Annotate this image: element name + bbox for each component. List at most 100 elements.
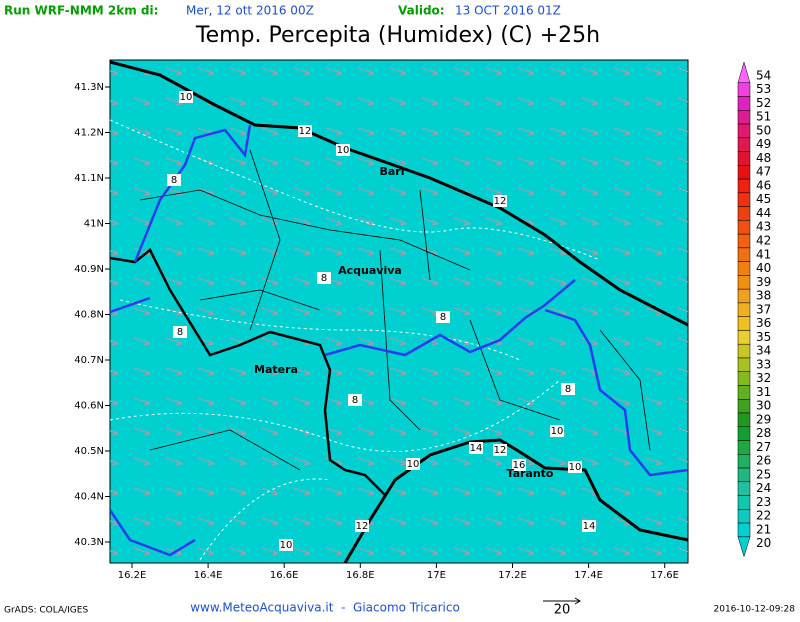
colorbar-label: 43 bbox=[756, 220, 771, 234]
software-credit: GrADS: COLA/IGES bbox=[4, 606, 88, 616]
colorbar-label: 23 bbox=[756, 495, 771, 509]
contour-label-bg bbox=[317, 272, 331, 284]
colorbar-swatch bbox=[737, 275, 751, 290]
y-tick-label: 40.9N bbox=[74, 264, 104, 275]
colorbar-swatch bbox=[737, 440, 751, 455]
title: Temp. Percepita (Humidex) (C) +25h bbox=[195, 23, 600, 48]
contour-label-bg bbox=[512, 459, 526, 471]
contour-label: 10 bbox=[180, 92, 193, 103]
contour-label-bg bbox=[568, 461, 582, 473]
x-tick-label: 16.4E bbox=[194, 570, 223, 581]
colorbar-swatch bbox=[737, 385, 751, 400]
colorbar-swatch bbox=[737, 220, 751, 235]
x-tick-label: 16.6E bbox=[270, 570, 299, 581]
place-label: Matera bbox=[254, 363, 298, 376]
colorbar-swatch bbox=[737, 330, 751, 345]
colorbar-swatch bbox=[737, 82, 751, 97]
contour-label: 8 bbox=[321, 273, 327, 284]
contour-label-bg bbox=[355, 520, 369, 532]
place-label: Acquaviva bbox=[338, 264, 402, 277]
colorbar-label: 28 bbox=[756, 426, 771, 440]
author-credit: www.MeteoAcquaviva.it - Giacomo Tricaric… bbox=[190, 601, 460, 615]
colorbar-label: 38 bbox=[756, 289, 771, 303]
colorbar-label: 42 bbox=[756, 234, 771, 248]
colorbar-label: 48 bbox=[756, 151, 771, 165]
colorbar-swatch bbox=[737, 123, 751, 139]
contour-label: 8 bbox=[171, 175, 177, 186]
colorbar-swatch bbox=[737, 261, 751, 276]
contour-label-bg bbox=[279, 539, 293, 551]
colorbar-label: 32 bbox=[756, 371, 771, 385]
colorbar-label: 20 bbox=[756, 536, 771, 550]
colorbar-label: 33 bbox=[756, 357, 771, 371]
coastline-south bbox=[343, 438, 689, 564]
contour-label: 8 bbox=[565, 384, 571, 395]
contour-label-bg bbox=[348, 394, 362, 406]
colorbar-label: 27 bbox=[756, 440, 771, 454]
x-tick-label: 16.8E bbox=[346, 570, 375, 581]
valid-date: 13 OCT 2016 01Z bbox=[455, 4, 561, 18]
colorbar-label: 30 bbox=[756, 399, 771, 413]
contour-label: 12 bbox=[494, 196, 507, 207]
colorbar-label: 41 bbox=[756, 247, 771, 261]
contour-label-bg bbox=[179, 91, 193, 103]
vector-scale: 20 bbox=[554, 603, 571, 618]
colorbar-label: 46 bbox=[756, 178, 771, 192]
y-tick-label: 40.8N bbox=[74, 310, 104, 321]
colorbar-label: 25 bbox=[756, 467, 771, 481]
contour-label: 10 bbox=[407, 459, 420, 470]
colorbar-label: 35 bbox=[756, 330, 771, 344]
y-tick-label: 40.5N bbox=[74, 446, 104, 457]
y-tick-label: 41.3N bbox=[74, 82, 104, 93]
contour-label-bg bbox=[561, 383, 575, 395]
colorbar-cap bbox=[737, 536, 751, 558]
contour-label: 10 bbox=[551, 426, 564, 437]
colorbar-label: 24 bbox=[756, 481, 771, 495]
province-border bbox=[108, 124, 689, 557]
coastline bbox=[109, 60, 689, 327]
colorbar-swatch bbox=[737, 426, 751, 441]
contour-label: 16 bbox=[513, 460, 526, 471]
contour-label-bg bbox=[406, 458, 420, 470]
colorbar-swatch bbox=[737, 137, 751, 152]
contour-label: 14 bbox=[583, 521, 596, 532]
colorbar-swatch bbox=[737, 151, 751, 166]
contour-label: 8 bbox=[440, 312, 446, 323]
municipal-borders bbox=[139, 149, 651, 471]
colorbar-swatch bbox=[737, 206, 751, 221]
y-tick-label: 41N bbox=[84, 219, 104, 230]
wind-vectors bbox=[110, 60, 688, 563]
x-tick-label: 17.4E bbox=[574, 570, 603, 581]
contour-label-bg bbox=[298, 125, 312, 137]
contour-label-bg bbox=[336, 144, 350, 156]
x-tick-label: 17.2E bbox=[498, 570, 527, 581]
run-label: Run WRF-NMM 2km di: bbox=[4, 4, 158, 18]
colorbar-label: 53 bbox=[756, 82, 771, 96]
colorbar-swatch bbox=[737, 481, 751, 496]
colorbar-label: 34 bbox=[756, 344, 771, 358]
vector-scale-arrow bbox=[543, 597, 581, 605]
run-date: Mer, 12 ott 2016 00Z bbox=[186, 4, 314, 18]
colorbar-swatch bbox=[737, 110, 751, 125]
colorbar-label: 51 bbox=[756, 110, 771, 124]
contour-label-bg bbox=[550, 425, 564, 437]
colorbar-swatch bbox=[737, 316, 751, 331]
region-border bbox=[109, 248, 386, 496]
colorbar-swatch bbox=[737, 343, 751, 359]
contour-label: 12 bbox=[299, 126, 312, 137]
colorbar-swatch bbox=[737, 371, 751, 386]
colorbar-label: 40 bbox=[756, 261, 771, 275]
colorbar-label: 29 bbox=[756, 412, 771, 426]
contour-label: 8 bbox=[352, 395, 358, 406]
colorbar-swatch bbox=[737, 454, 751, 469]
contour-label: 10 bbox=[569, 462, 582, 473]
timestamp: 2016-10-12-09:28 bbox=[714, 605, 796, 615]
contour-label-bg bbox=[469, 442, 483, 454]
x-tick-label: 17E bbox=[427, 570, 446, 581]
y-tick-label: 40.7N bbox=[74, 355, 104, 366]
contour-label: 10 bbox=[337, 145, 350, 156]
colorbar-swatch bbox=[737, 522, 751, 538]
contour-label-bg bbox=[493, 195, 507, 207]
colorbar-cap bbox=[737, 61, 751, 84]
contour-label: 12 bbox=[494, 445, 507, 456]
